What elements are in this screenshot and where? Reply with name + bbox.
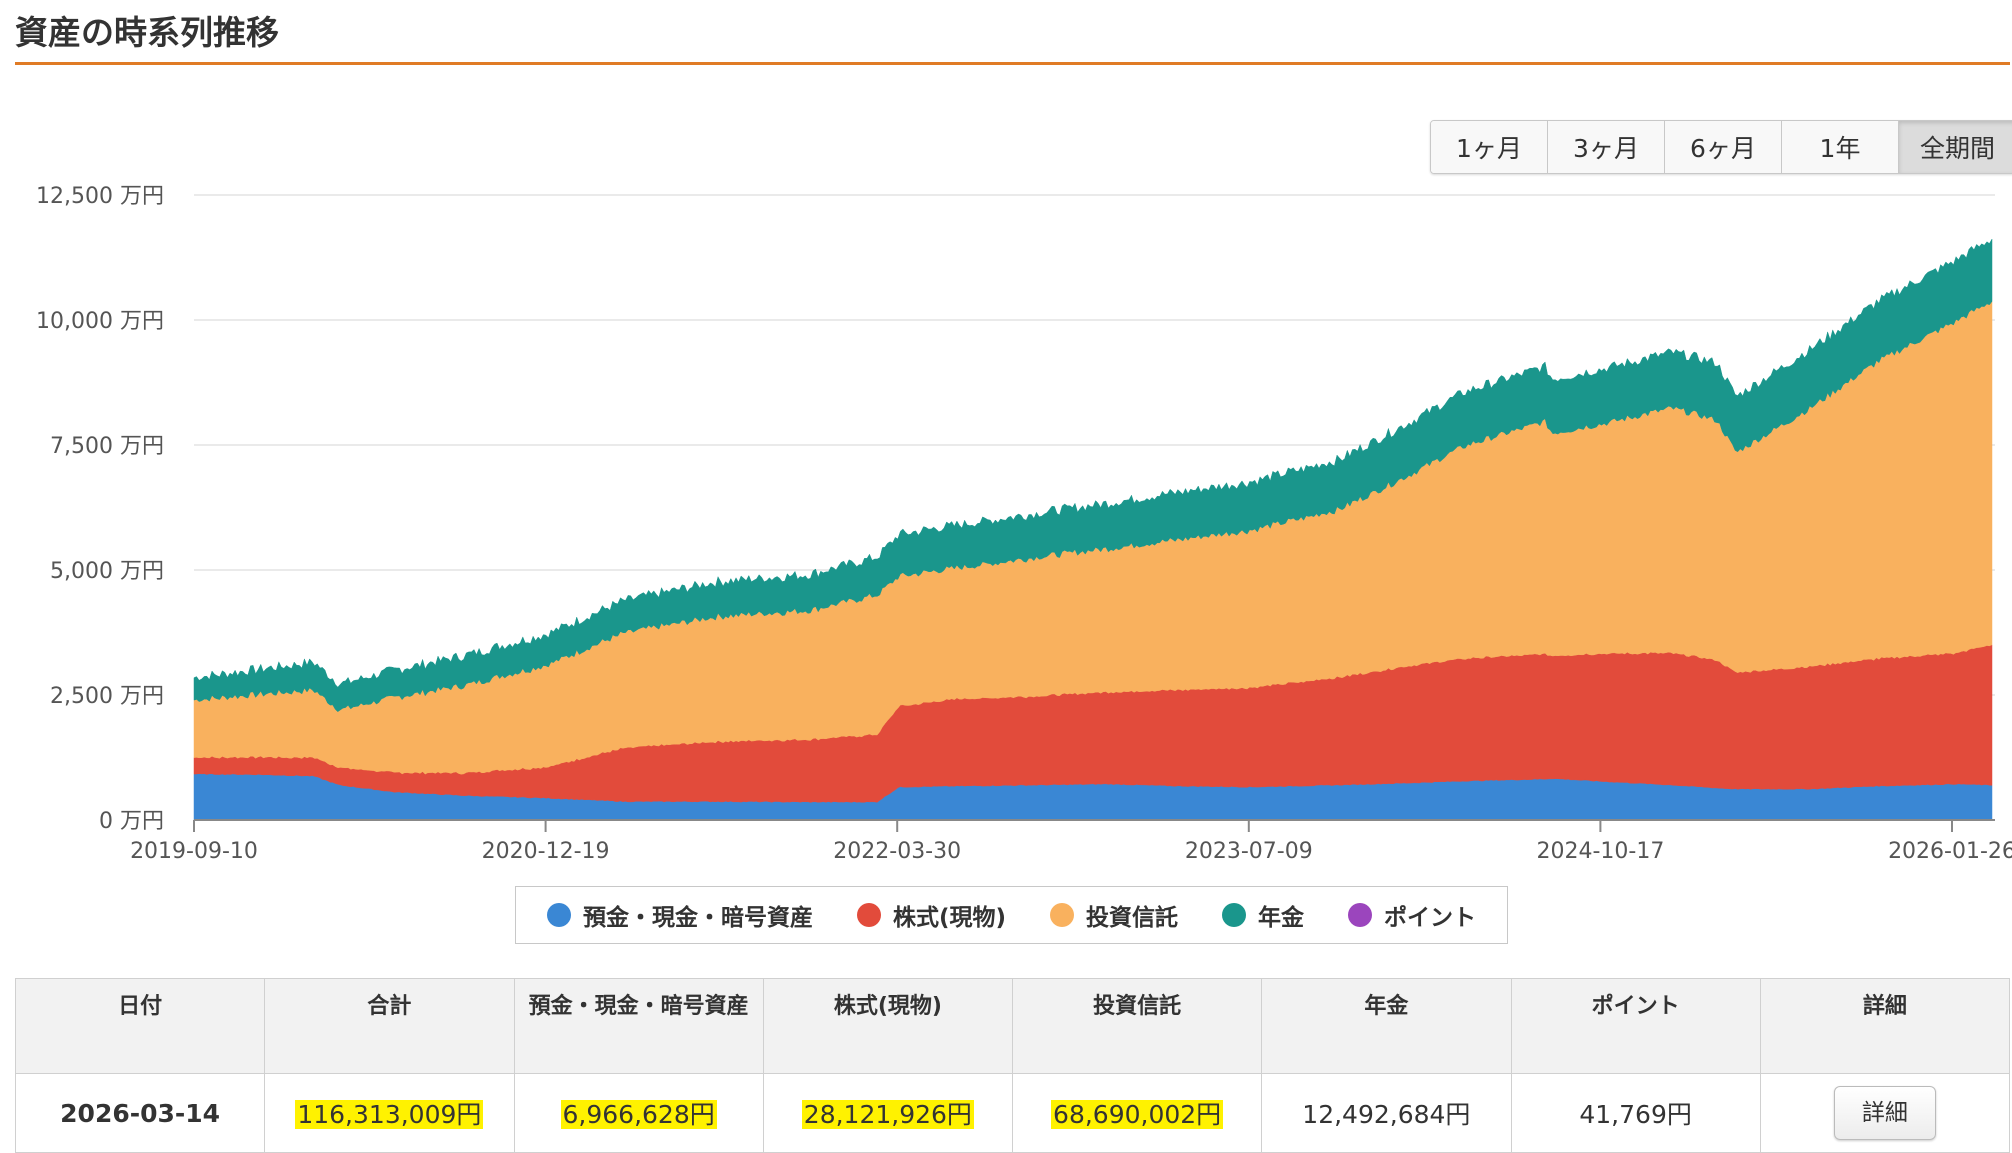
cell-cash-value: 6,966,628円	[560, 1100, 717, 1129]
cell-stocks: 28,121,926円	[762, 1073, 1014, 1153]
header-cash: 預金・現金・暗号資産	[513, 978, 764, 1074]
cell-funds: 68,690,002円	[1011, 1073, 1263, 1153]
chart-legend: 預金・現金・暗号資産 株式(現物) 投資信託 年金 ポイント	[515, 886, 1508, 944]
x-tick-label: 2020-12-19	[482, 839, 610, 864]
legend-item-funds[interactable]: 投資信託	[1050, 898, 1178, 932]
cell-pension: 12,492,684円	[1261, 1073, 1512, 1153]
range-selector: 1ヶ月 3ヶ月 6ヶ月 1年 全期間	[1430, 120, 2012, 174]
legend-label-funds: 投資信託	[1086, 905, 1179, 931]
table-header-row: 日付 合計 預金・現金・暗号資産 株式(現物) 投資信託 年金 ポイント 詳細	[14, 978, 2011, 1074]
legend-dot-stocks	[856, 903, 881, 927]
legend-label-points: ポイント	[1384, 905, 1477, 931]
x-tick-label: 2019-09-10	[130, 839, 258, 864]
y-tick-label: 7,500 万円	[50, 434, 164, 459]
title-divider	[15, 62, 2010, 65]
legend-label-pension: 年金	[1258, 905, 1305, 931]
asset-summary-table: 日付 合計 預金・現金・暗号資産 株式(現物) 投資信託 年金 ポイント 詳細 …	[14, 978, 2011, 1153]
range-3-month-button[interactable]: 3ヶ月	[1548, 121, 1665, 173]
series-area-3	[193, 238, 1993, 713]
asset-history-chart: 0 万円 2,500 万円 5,000 万円 7,500 万円 10,000 万円 12,…	[36, 184, 2012, 864]
cell-stocks-value: 28,121,926円	[801, 1100, 974, 1129]
detail-button[interactable]: 詳細	[1833, 1086, 1936, 1140]
y-tick-label: 2,500 万円	[50, 684, 164, 709]
range-1-month-button[interactable]: 1ヶ月	[1431, 121, 1548, 173]
legend-item-stocks[interactable]: 株式(現物)	[856, 898, 1007, 932]
x-tick-label: 2022-03-30	[833, 839, 961, 864]
header-points: ポイント	[1510, 978, 1761, 1074]
legend-label-stocks: 株式(現物)	[892, 905, 1007, 931]
cell-funds-value: 68,690,002円	[1051, 1100, 1224, 1129]
legend-dot-cash	[546, 903, 571, 927]
legend-dot-points	[1348, 903, 1373, 927]
header-date: 日付	[14, 978, 266, 1074]
legend-item-points[interactable]: ポイント	[1348, 898, 1476, 932]
range-1-year-button[interactable]: 1年	[1782, 121, 1899, 173]
cell-cash: 6,966,628円	[513, 1073, 764, 1153]
y-tick-label: 0 万円	[99, 809, 164, 834]
legend-item-cash[interactable]: 預金・現金・暗号資産	[546, 898, 813, 932]
range-all-button[interactable]: 全期間	[1899, 121, 2012, 173]
x-tick-label: 2023-07-09	[1185, 839, 1313, 864]
range-6-month-button[interactable]: 6ヶ月	[1665, 121, 1782, 173]
legend-dot-funds	[1050, 903, 1075, 927]
cell-points: 41,769円	[1510, 1073, 1761, 1153]
cell-total: 116,313,009円	[264, 1073, 515, 1153]
x-tick-label: 2024-10-17	[1536, 839, 1664, 864]
legend-dot-pension	[1222, 903, 1247, 927]
table-row: 2026-03-14 116,313,009円 6,966,628円 28,12…	[14, 1073, 2011, 1153]
header-stocks: 株式(現物)	[762, 978, 1014, 1074]
x-tick-label: 2026-01-26	[1888, 839, 2012, 864]
header-total: 合計	[264, 978, 515, 1074]
legend-label-cash: 預金・現金・暗号資産	[582, 905, 813, 931]
y-tick-label: 12,500 万円	[36, 184, 164, 209]
y-tick-label: 5,000 万円	[50, 559, 164, 584]
cell-detail: 詳細	[1759, 1073, 2011, 1153]
y-tick-label: 10,000 万円	[36, 309, 164, 334]
header-detail: 詳細	[1759, 978, 2011, 1074]
page-title: 資産の時系列推移	[15, 13, 279, 52]
header-funds: 投資信託	[1011, 978, 1263, 1074]
legend-item-pension[interactable]: 年金	[1222, 898, 1304, 932]
cell-total-value: 116,313,009円	[295, 1100, 484, 1129]
cell-date: 2026-03-14	[14, 1073, 266, 1153]
header-pension: 年金	[1261, 978, 1512, 1074]
